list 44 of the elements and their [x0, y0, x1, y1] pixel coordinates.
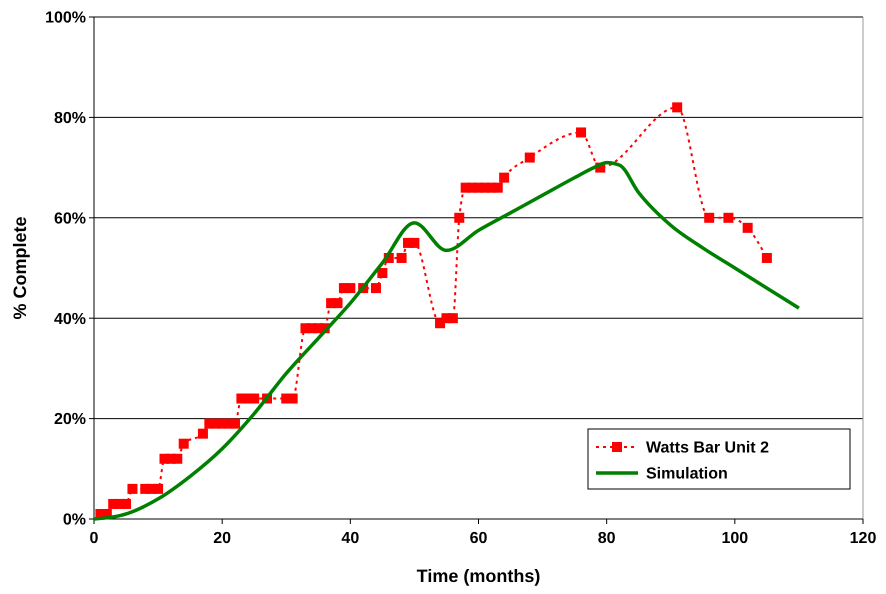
x-axis-title: Time (months): [416, 566, 540, 586]
x-tick-label: 20: [213, 530, 232, 547]
x-tick-label: 100: [721, 530, 748, 547]
point: [576, 127, 586, 138]
y-axis-title: % Complete: [10, 216, 30, 320]
point: [742, 222, 753, 233]
y-tick-label: 80%: [54, 110, 86, 127]
point: [230, 418, 240, 429]
point: [723, 212, 734, 223]
point: [492, 182, 503, 193]
point: [454, 212, 464, 223]
y-tick-label: 60%: [54, 210, 86, 228]
point: [409, 238, 420, 248]
legend-label: Watts Bar Unit 2: [646, 440, 770, 457]
point: [172, 454, 182, 464]
point: [345, 283, 356, 294]
legend-label: Simulation: [646, 466, 728, 483]
point: [249, 394, 260, 404]
point: [127, 484, 138, 494]
point: [198, 428, 208, 439]
point: [704, 212, 714, 223]
point: [121, 498, 132, 509]
point: [499, 172, 510, 183]
line-series: [92, 160, 801, 521]
point: [332, 298, 343, 308]
point: [762, 252, 772, 263]
point: [377, 268, 388, 278]
x-tick-label: 60: [470, 530, 488, 547]
y-tick-label: 20%: [54, 411, 86, 428]
y-tick-label: 100%: [45, 10, 86, 27]
x-tick-label: 40: [341, 530, 360, 547]
point: [396, 252, 407, 263]
y-tick-label: 0%: [62, 512, 86, 529]
point: [153, 484, 164, 494]
x-tick-label: 120: [850, 530, 876, 547]
x-tick-label: 80: [598, 530, 616, 547]
point: [672, 102, 682, 112]
point: [370, 283, 381, 294]
point: [178, 438, 189, 449]
x-tick-label: 0: [90, 530, 99, 547]
point: [448, 313, 458, 324]
point: [288, 394, 298, 404]
point: [524, 152, 535, 163]
y-tick-label: 40%: [54, 310, 86, 328]
